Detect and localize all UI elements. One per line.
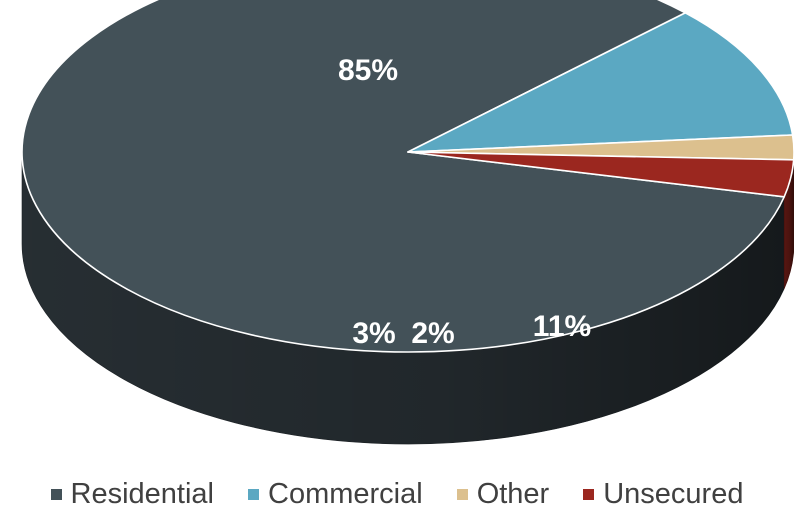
legend-label-unsecured: Unsecured	[603, 478, 744, 510]
legend-label-commercial: Commercial	[268, 478, 423, 510]
legend-swatch-unsecured	[583, 489, 595, 500]
pie-chart: 85% 11% 2% 3%	[21, 0, 794, 445]
pie-side-shade-residential	[22, 152, 785, 444]
legend-swatch-other	[456, 489, 468, 500]
pie-slice-residential	[21, 0, 785, 353]
legend-item-commercial: Commercial	[248, 478, 423, 511]
pie-data-labels: 85% 11% 2% 3%	[338, 54, 591, 350]
data-label-unsecured: 3%	[352, 317, 395, 350]
legend-item-residential: Residential	[50, 478, 214, 511]
legend-swatch-commercial	[248, 489, 259, 500]
data-label-other: 2%	[411, 317, 454, 350]
legend: Residential Commercial Other Unsecured	[0, 478, 794, 511]
pie-top-faces	[21, 0, 794, 353]
legend-label-other: Other	[476, 478, 550, 510]
pie-slice-commercial	[407, 12, 794, 153]
legend-item-other: Other	[456, 478, 550, 511]
data-label-commercial: 11%	[533, 310, 591, 343]
legend-item-unsecured: Unsecured	[583, 478, 743, 511]
legend-label-residential: Residential	[70, 478, 214, 510]
data-label-residential: 85%	[338, 54, 398, 87]
legend-swatch-residential	[50, 489, 62, 500]
